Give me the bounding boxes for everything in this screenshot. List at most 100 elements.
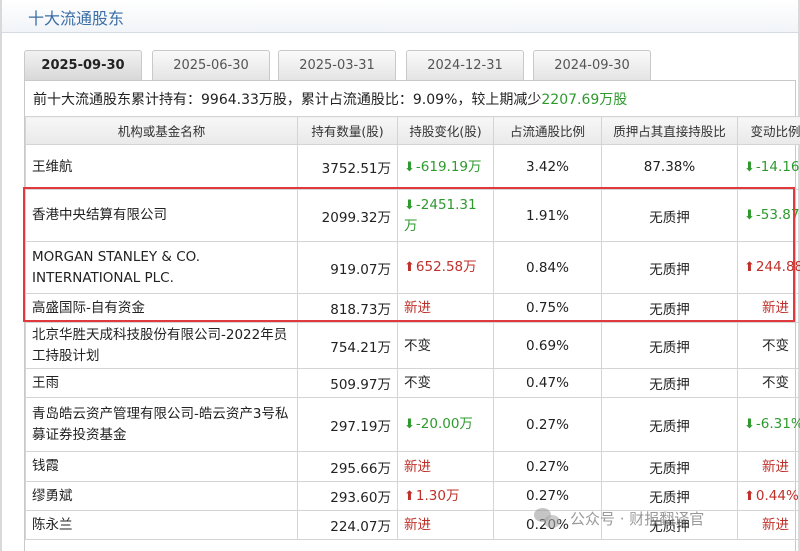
summary-text: 前十大流通股东累计持有：9964.33万股，累计占流通股比：9.09%，较上期减…	[33, 92, 542, 108]
col-header-name: 机构或基金名称	[25, 116, 298, 145]
holding-change: 新进	[397, 510, 494, 540]
holding-quantity: 295.66万	[297, 451, 398, 482]
holding-change-value: 新进	[404, 517, 431, 533]
holding-change-value: -20.00万	[415, 416, 473, 432]
holder-name: 王维航	[25, 144, 298, 190]
table-row: 王雨 509.97万 不变 0.47% 无质押 不变	[25, 368, 800, 398]
pledge-ratio: 87.38%	[601, 144, 738, 190]
holding-change: ⬆652.58万	[397, 241, 494, 294]
holding-quantity: 3752.51万	[297, 144, 398, 190]
change-ratio-value: -6.31%	[755, 416, 800, 432]
float-ratio: 0.27%	[493, 451, 602, 482]
holder-name: MORGAN STANLEY & CO. INTERNATIONAL PLC.	[25, 241, 298, 294]
pledge-ratio: 无质押	[601, 510, 738, 540]
section-header: 十大流通股东	[2, 0, 798, 33]
float-ratio: 0.69%	[493, 322, 602, 369]
arrow-down-icon: ⬇	[404, 159, 415, 175]
holding-change: ⬇-20.00万	[397, 397, 494, 452]
holding-change: 新进	[397, 451, 494, 482]
table-row: 高盛国际-自有资金 818.73万 新进 0.75% 无质押 新进	[25, 293, 800, 323]
tab-2025-03-31[interactable]: 2025-03-31	[278, 50, 396, 80]
col-header-change-ratio: 变动比例	[737, 116, 800, 145]
arrow-down-icon: ⬇	[404, 198, 415, 213]
arrow-up-icon: ⬆	[744, 260, 755, 275]
holder-name: 王雨	[25, 368, 298, 398]
pledge-ratio: 无质押	[601, 397, 738, 452]
holder-name: 缪勇斌	[25, 481, 298, 511]
pledge-ratio: 无质押	[601, 322, 738, 369]
holding-quantity: 818.73万	[297, 293, 398, 323]
holder-name: 青岛皓云资产管理有限公司-皓云资产3号私募证券投资基金	[25, 397, 298, 452]
change-ratio-value: 0.44%	[755, 487, 799, 504]
table-row: 缪勇斌 293.60万 ⬆1.30万 0.27% 无质押 ⬆0.44%	[25, 481, 800, 511]
holding-change: ⬆1.30万	[397, 481, 494, 511]
holding-change-value: -619.19万	[415, 158, 482, 175]
pledge-ratio: 无质押	[601, 368, 738, 398]
table-row: 青岛皓云资产管理有限公司-皓云资产3号私募证券投资基金 297.19万 ⬇-20.0…	[25, 397, 800, 452]
arrow-down-icon: ⬇	[744, 159, 755, 175]
change-ratio: 不变	[737, 368, 800, 398]
change-ratio-value: -53.87%	[755, 207, 800, 223]
change-ratio: 新进	[737, 293, 800, 323]
table-header-row: 机构或基金名称 持有数量(股) 持股变化(股) 占流通股比例 质押占其直接持股比…	[25, 116, 800, 145]
pledge-ratio: 无质押	[601, 293, 738, 323]
holding-change-value: 1.30万	[415, 487, 460, 504]
holding-change-value: -2451.31万	[404, 197, 477, 234]
holder-name: 陈永兰	[25, 510, 298, 540]
float-ratio: 0.47%	[493, 368, 602, 398]
holding-quantity: 224.07万	[297, 510, 398, 540]
holding-quantity: 293.60万	[297, 481, 398, 511]
tab-2024-09-30[interactable]: 2024-09-30	[533, 50, 651, 80]
col-header-change: 持股变化(股)	[397, 116, 494, 145]
change-ratio: ⬇-14.16%	[737, 144, 800, 190]
float-ratio: 1.91%	[493, 189, 602, 242]
arrow-down-icon: ⬇	[744, 417, 755, 432]
holding-change-value: 652.58万	[415, 259, 477, 275]
pledge-ratio: 无质押	[601, 189, 738, 242]
change-ratio-value: 244.88%	[755, 259, 800, 275]
change-ratio: ⬇-6.31%	[737, 397, 800, 452]
holding-change-value: 不变	[404, 337, 431, 354]
tab-2025-06-30[interactable]: 2025-06-30	[152, 50, 270, 80]
pledge-ratio: 无质押	[601, 451, 738, 482]
shareholders-table: 机构或基金名称 持有数量(股) 持股变化(股) 占流通股比例 质押占其直接持股比…	[25, 116, 800, 540]
pledge-ratio: 无质押	[601, 241, 738, 294]
arrow-up-icon: ⬆	[404, 488, 415, 504]
holdings-summary: 前十大流通股东累计持有：9964.33万股，累计占流通股比：9.09%，较上期减…	[33, 89, 627, 109]
holder-name: 高盛国际-自有资金	[25, 293, 298, 323]
summary-change: 2207.69万股	[541, 92, 628, 108]
table-row: MORGAN STANLEY & CO. INTERNATIONAL PLC. 9…	[25, 241, 800, 294]
holding-quantity: 754.21万	[297, 322, 398, 369]
holding-quantity: 509.97万	[297, 368, 398, 398]
holding-change: ⬇-619.19万	[397, 144, 494, 190]
holding-change-value: 不变	[404, 375, 431, 391]
change-ratio: 新进	[737, 510, 800, 540]
section-title: 十大流通股东	[28, 9, 125, 28]
watermark-text: 公众号 · 财报翻译官	[570, 509, 705, 528]
holder-name: 香港中央结算有限公司	[25, 189, 298, 242]
float-ratio: 3.42%	[493, 144, 602, 190]
holding-change: 不变	[397, 368, 494, 398]
watermark: 公众号 · 财报翻译官	[534, 504, 704, 532]
float-ratio: 0.84%	[493, 241, 602, 294]
change-ratio: 新进	[737, 451, 800, 482]
tab-2024-12-31[interactable]: 2024-12-31	[406, 50, 524, 80]
pledge-ratio: 无质押	[601, 481, 738, 511]
table-row: 北京华胜天成科技股份有限公司-2022年员工持股计划 754.21万 不变 0.69%…	[25, 322, 800, 369]
change-ratio: ⬆0.44%	[737, 481, 800, 511]
holder-name: 北京华胜天成科技股份有限公司-2022年员工持股计划	[25, 322, 298, 369]
col-header-pledge: 质押占其直接持股比	[601, 116, 738, 145]
arrow-down-icon: ⬇	[744, 208, 755, 223]
change-ratio: ⬇-53.87%	[737, 189, 800, 242]
col-header-float-ratio: 占流通股比例	[493, 116, 602, 145]
tab-2025-09-30[interactable]: 2025-09-30	[24, 50, 142, 80]
float-ratio: 0.27%	[493, 397, 602, 452]
holding-change: ⬇-2451.31万	[397, 189, 494, 242]
holding-change: 新进	[397, 293, 494, 323]
arrow-up-icon: ⬆	[744, 488, 755, 504]
holder-name: 钱霞	[25, 451, 298, 482]
wechat-icon	[534, 506, 562, 530]
change-ratio: 不变	[737, 322, 800, 369]
